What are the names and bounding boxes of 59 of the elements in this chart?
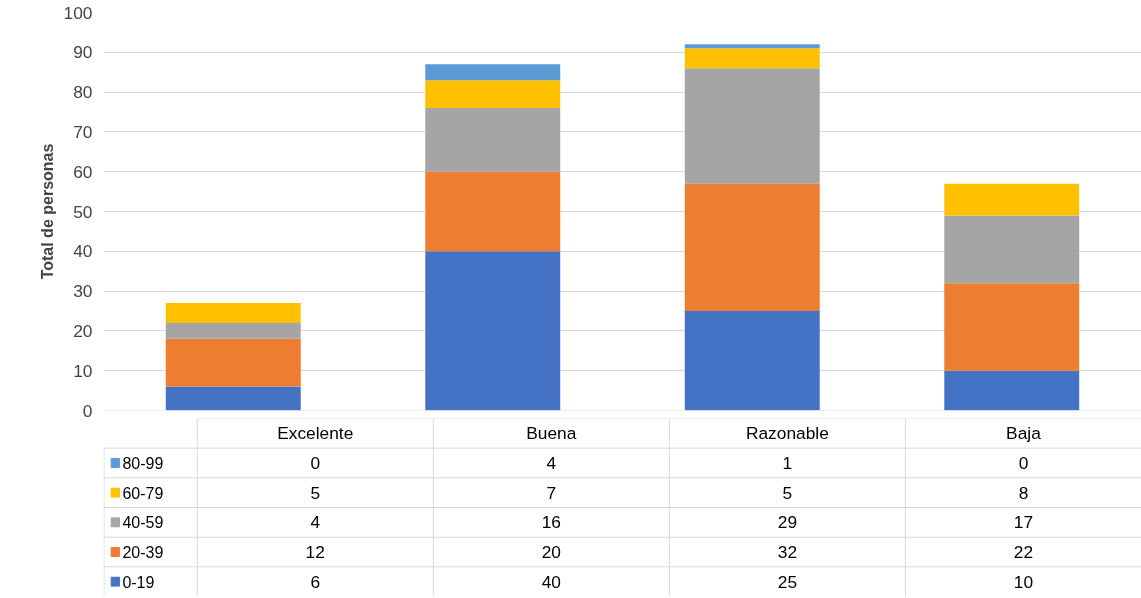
y-tick-label: 50 (73, 201, 93, 222)
x-tick-label: Razonable (745, 423, 829, 444)
bar (684, 48, 820, 69)
data-label: 25 (777, 571, 798, 592)
data-label: 10 (1013, 571, 1034, 592)
bar (944, 183, 1080, 216)
bar (425, 171, 561, 252)
bar (944, 215, 1080, 284)
bar (684, 311, 820, 411)
data-label: 7 (546, 482, 557, 503)
data-label: 1 (782, 453, 793, 473)
y-tick-label: 60 (73, 161, 93, 182)
data-label: 6 (310, 571, 321, 592)
data-label: 4 (546, 453, 557, 473)
bar (944, 283, 1080, 371)
bar (165, 386, 301, 411)
bar (684, 183, 820, 311)
data-label: 8 (1018, 482, 1029, 503)
bar (165, 303, 301, 323)
bar (425, 251, 561, 411)
bar (944, 370, 1080, 411)
bar (684, 68, 820, 184)
bar (165, 322, 301, 339)
x-tick-label: Buena (526, 423, 577, 444)
data-label: 5 (310, 482, 321, 503)
data-label: 22 (1013, 542, 1034, 562)
bar (425, 108, 561, 172)
data-label: 32 (777, 542, 798, 562)
bar (684, 44, 820, 49)
y-tick-label: 10 (73, 360, 93, 381)
data-label: 4 (310, 512, 321, 533)
data-label: 16 (541, 512, 561, 533)
y-tick-label: 20 (73, 320, 93, 341)
data-label: 20 (541, 542, 561, 562)
y-tick-label: 30 (73, 281, 93, 302)
data-label: 17 (1013, 512, 1034, 533)
legend-label: 40-59 (122, 514, 164, 532)
data-label: 0 (310, 453, 321, 473)
y-tick-label: 90 (73, 42, 93, 63)
data-label: 0 (1018, 453, 1029, 473)
y-axis-title: Total de personas (38, 143, 56, 280)
legend-label: 0-19 (122, 573, 155, 591)
y-tick-label: 80 (73, 82, 93, 103)
bar (425, 64, 561, 81)
y-tick-label: 70 (73, 121, 93, 142)
bar (425, 80, 561, 109)
y-tick-label: 100 (63, 2, 93, 23)
data-label: 5 (782, 482, 793, 503)
data-label: 12 (305, 542, 325, 562)
bar (165, 338, 301, 387)
y-tick-label: 0 (82, 400, 93, 421)
legend-label: 80-99 (122, 455, 164, 472)
x-tick-label: Baja (1006, 423, 1042, 444)
x-tick-label: Excelente (277, 423, 354, 444)
data-label: 40 (541, 571, 561, 592)
legend-label: 60-79 (122, 484, 164, 502)
legend-label: 20-39 (122, 544, 164, 561)
y-tick-label: 40 (73, 241, 93, 262)
data-label: 29 (777, 512, 798, 533)
